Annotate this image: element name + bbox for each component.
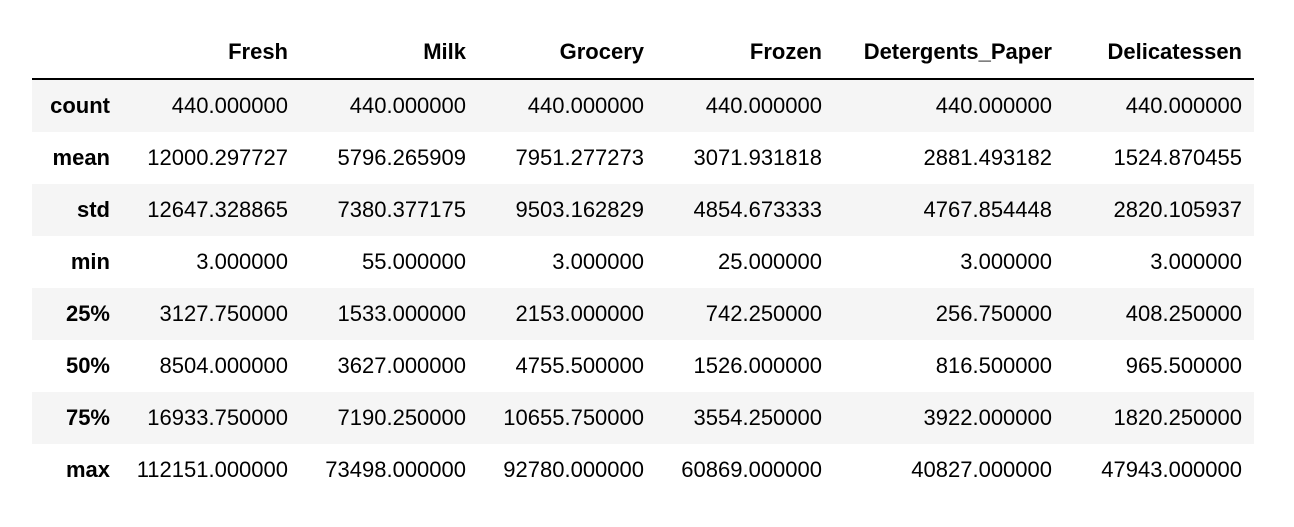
table-cell: 816.500000	[935, 353, 1052, 378]
column-header-fresh: Fresh	[122, 26, 300, 80]
row-label: 75%	[65, 405, 110, 430]
table-cell: 47943.000000	[1101, 457, 1242, 482]
row-label: mean	[52, 145, 110, 170]
table-cell: 5796.265909	[337, 145, 466, 170]
table-cell: 3627.000000	[337, 353, 466, 378]
table-cell: 4767.854448	[923, 197, 1052, 222]
table-cell: 3.000000	[960, 249, 1052, 274]
table-cell: 440.000000	[349, 93, 466, 118]
table-cell: 3.000000	[1150, 249, 1242, 274]
table-cell: 9503.162829	[515, 197, 644, 222]
table-cell: 3.000000	[196, 249, 288, 274]
index-header	[32, 26, 122, 80]
table-cell: 742.250000	[705, 301, 822, 326]
table-cell: 2881.493182	[923, 145, 1052, 170]
table-cell: 408.250000	[1125, 301, 1242, 326]
table-cell: 7190.250000	[337, 405, 466, 430]
header-row: Fresh Milk Grocery Frozen Detergents_Pap…	[32, 26, 1254, 80]
table-row: 75% 16933.750000 7190.250000 10655.75000…	[32, 392, 1254, 444]
table-cell: 1820.250000	[1113, 405, 1242, 430]
row-label: 50%	[65, 353, 110, 378]
table-cell: 3071.931818	[693, 145, 822, 170]
row-label: count	[50, 93, 110, 118]
table-cell: 440.000000	[171, 93, 288, 118]
table-cell: 3.000000	[552, 249, 644, 274]
column-header-milk: Milk	[300, 26, 478, 80]
table-row: 50% 8504.000000 3627.000000 4755.500000 …	[32, 340, 1254, 392]
table-cell: 440.000000	[1125, 93, 1242, 118]
table-cell: 3922.000000	[923, 405, 1052, 430]
table-cell: 12000.297727	[147, 145, 288, 170]
table-cell: 4854.673333	[693, 197, 822, 222]
table-row: max 112151.000000 73498.000000 92780.000…	[32, 444, 1254, 496]
table-cell: 92780.000000	[503, 457, 644, 482]
table-cell: 10655.750000	[503, 405, 644, 430]
table-cell: 440.000000	[527, 93, 644, 118]
table-row: min 3.000000 55.000000 3.000000 25.00000…	[32, 236, 1254, 288]
table-cell: 1533.000000	[337, 301, 466, 326]
table-cell: 1526.000000	[693, 353, 822, 378]
row-label: min	[70, 249, 110, 274]
row-label: 25%	[65, 301, 110, 326]
column-header-grocery: Grocery	[478, 26, 656, 80]
table-row: std 12647.328865 7380.377175 9503.162829…	[32, 184, 1254, 236]
table-cell: 112151.000000	[136, 457, 288, 482]
table-cell: 73498.000000	[325, 457, 466, 482]
describe-table: Fresh Milk Grocery Frozen Detergents_Pap…	[32, 26, 1254, 496]
table-cell: 7380.377175	[337, 197, 466, 222]
table-cell: 440.000000	[935, 93, 1052, 118]
table-cell: 4755.500000	[515, 353, 644, 378]
table-cell: 1524.870455	[1113, 145, 1242, 170]
table-cell: 60869.000000	[681, 457, 822, 482]
table-cell: 3127.750000	[159, 301, 288, 326]
table-row: 25% 3127.750000 1533.000000 2153.000000 …	[32, 288, 1254, 340]
row-label: max	[65, 457, 110, 482]
table-cell: 55.000000	[362, 249, 466, 274]
table-cell: 16933.750000	[147, 405, 288, 430]
column-header-delicatessen: Delicatessen	[1064, 26, 1254, 80]
dataframe-container: Fresh Milk Grocery Frozen Detergents_Pap…	[32, 26, 1254, 496]
table-cell: 3554.250000	[693, 405, 822, 430]
table-cell: 440.000000	[705, 93, 822, 118]
table-cell: 8504.000000	[159, 353, 288, 378]
table-row: mean 12000.297727 5796.265909 7951.27727…	[32, 132, 1254, 184]
table-cell: 965.500000	[1125, 353, 1242, 378]
column-header-frozen: Frozen	[656, 26, 834, 80]
row-label: std	[77, 197, 110, 222]
table-cell: 25.000000	[718, 249, 822, 274]
table-cell: 2153.000000	[515, 301, 644, 326]
table-cell: 12647.328865	[147, 197, 288, 222]
table-row: count 440.000000 440.000000 440.000000 4…	[32, 79, 1254, 132]
table-cell: 2820.105937	[1113, 197, 1242, 222]
table-cell: 7951.277273	[515, 145, 644, 170]
table-cell: 256.750000	[935, 301, 1052, 326]
column-header-detergents-paper: Detergents_Paper	[834, 26, 1064, 80]
table-cell: 40827.000000	[911, 457, 1052, 482]
